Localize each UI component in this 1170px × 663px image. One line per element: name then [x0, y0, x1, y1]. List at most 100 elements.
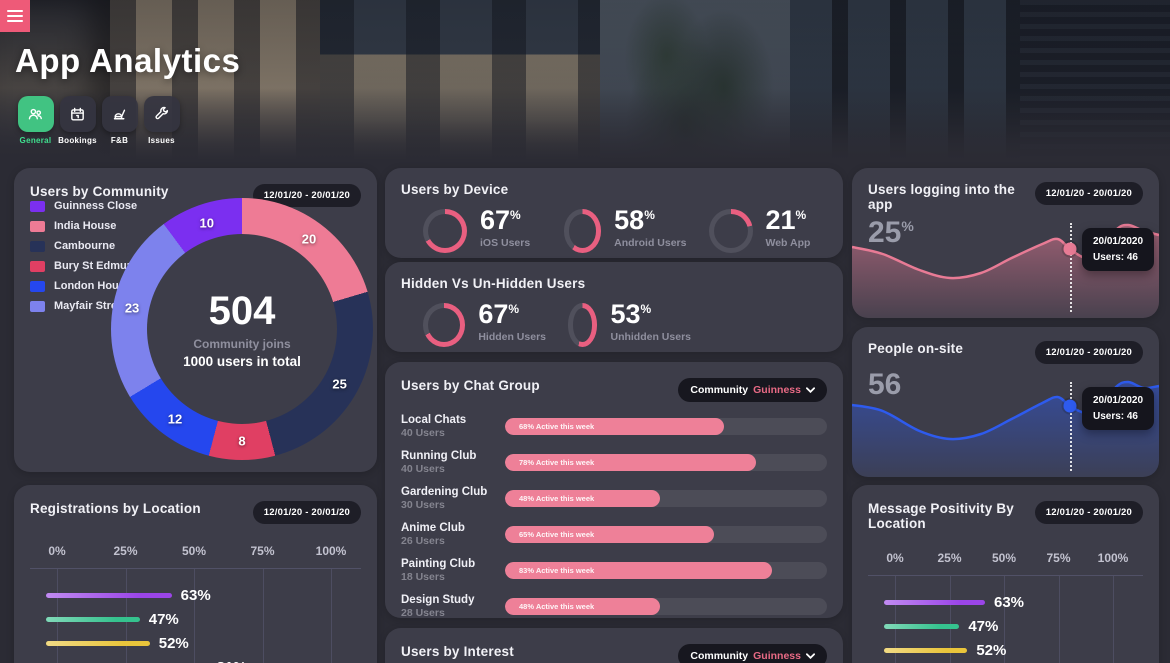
chat-group-row: Anime Club 26 Users 65% Active this week — [401, 522, 827, 547]
users-by-community-card: Users by Community 12/01/20 - 20/01/20 G… — [14, 168, 377, 472]
activity-bar-track: 78% Active this week — [505, 454, 827, 471]
page-title: App Analytics — [15, 42, 241, 79]
nav-bookings[interactable]: Bookings — [58, 96, 97, 145]
wrench-icon — [143, 96, 180, 132]
nav-bookings-label: Bookings — [58, 136, 97, 145]
onsite-line-chart — [852, 377, 1159, 477]
hero-fade-overlay — [0, 0, 1170, 160]
users-group-icon — [17, 96, 54, 132]
bar — [884, 624, 960, 629]
dashboard-grid: Users by Community 12/01/20 - 20/01/20 G… — [0, 160, 1170, 663]
data-point-dot — [1063, 242, 1077, 256]
data-point-dot — [1063, 399, 1077, 413]
activity-bar-track: 68% Active this week — [505, 418, 827, 435]
donut-subtext: 1000 users in total — [183, 354, 301, 369]
activity-bar: 78% Active this week — [505, 454, 757, 471]
people-on-site-card: People on-site 12/01/20 - 20/01/20 56 — [852, 327, 1159, 477]
gauge-webapp: 21% Web App — [708, 207, 828, 253]
food-icon — [101, 96, 138, 132]
card-title: Message Positivity By Location — [868, 501, 1015, 531]
bar — [46, 593, 172, 598]
registrations-by-location-card: Registrations by Location 12/01/20 - 20/… — [14, 485, 377, 663]
community-filter-dropdown[interactable]: Community Guinness — [678, 378, 827, 402]
users-logging-in-card: Users logging into the app 12/01/20 - 20… — [852, 168, 1159, 318]
gauge-ring — [708, 209, 753, 253]
legend-item: India House — [30, 220, 146, 232]
legend-swatch — [30, 300, 45, 312]
donut-segment-value: 8 — [238, 433, 246, 449]
middle-column: Users by Device 67% iOS Users 58% Android … — [385, 168, 843, 663]
chat-group-row: Local Chats 40 Users 68% Active this week — [401, 414, 827, 439]
hidden-users-card: Hidden Vs Un-Hidden Users 67% Hidden User… — [385, 262, 843, 352]
gauge-ios: 67% iOS Users — [423, 207, 542, 253]
donut-total: 504 — [208, 289, 276, 333]
legend-item: Bury St Edmunds — [30, 260, 146, 272]
activity-bar: 48% Active this week — [505, 598, 660, 615]
legend-item: Guinness Close — [30, 200, 146, 212]
users-by-chat-group-card: Users by Chat Group Community Guinness L… — [385, 362, 843, 655]
gauge-ring — [568, 303, 598, 347]
headline-value: 56 — [868, 368, 902, 401]
community-donut-chart: 504 Community joins 1000 users in total … — [111, 198, 373, 460]
donut-segment-value: 25 — [332, 376, 347, 392]
bar — [884, 600, 985, 605]
login-line-chart — [852, 218, 1159, 318]
legend-item: Mayfair Street — [30, 300, 146, 312]
card-title: People on-site — [868, 341, 964, 356]
activity-bar-track: 65% Active this week — [505, 526, 827, 543]
left-column: Users by Community 12/01/20 - 20/01/20 G… — [14, 168, 377, 663]
date-range-badge: 12/01/20 - 20/01/20 — [1034, 182, 1143, 205]
activity-bar-track: 83% Active this week — [505, 562, 827, 579]
card-title: Users by Community — [30, 184, 169, 199]
gauge-ring — [423, 303, 466, 347]
positivity-bar-chart: 0% 25% 50% 75% 100% 63% 47% 52% — [868, 551, 1143, 663]
community-filter-dropdown[interactable]: Community Guinness — [678, 644, 827, 663]
chat-group-row: Design Study 28 Users 48% Active this week — [401, 594, 827, 619]
x-axis-ticks: 0% 25% 50% 75% 100% — [886, 551, 1129, 565]
users-by-interest-card: Users by Interest Community Guinness — [385, 628, 843, 663]
nav-general[interactable]: General — [16, 96, 55, 145]
gauge-ring — [423, 209, 467, 253]
activity-bar-track: 48% Active this week — [505, 598, 827, 615]
gauge-android: 58% Android Users — [563, 207, 687, 253]
users-by-device-card: Users by Device 67% iOS Users 58% Android … — [385, 168, 843, 258]
x-axis-ticks: 0% 25% 50% 75% 100% — [48, 544, 347, 558]
activity-bar-track: 48% Active this week — [505, 490, 827, 507]
date-range-badge: 12/01/20 - 20/01/20 — [252, 184, 361, 207]
date-range-badge: 12/01/20 - 20/01/20 — [252, 501, 361, 524]
card-title: Registrations by Location — [30, 501, 201, 516]
chat-group-row: Painting Club 18 Users 83% Active this wee… — [401, 558, 827, 583]
nav-issues[interactable]: Issues — [142, 96, 181, 145]
card-title: Users logging into the app — [868, 182, 1015, 212]
menu-button[interactable] — [0, 0, 30, 32]
donut-caption: Community joins — [193, 337, 291, 351]
bar — [884, 648, 968, 653]
date-range-badge: 12/01/20 - 20/01/20 — [1034, 501, 1143, 524]
bar — [46, 641, 150, 646]
chart-tooltip: 20/01/2020 Users: 46 — [1081, 228, 1155, 271]
date-range-badge: 12/01/20 - 20/01/20 — [1034, 341, 1143, 364]
legend-item: London House — [30, 280, 146, 292]
right-column: Users logging into the app 12/01/20 - 20… — [852, 168, 1159, 663]
calendar-icon — [59, 96, 96, 132]
nav-fb-label: F&B — [110, 136, 129, 145]
legend-swatch — [30, 280, 45, 292]
chevron-down-icon — [806, 387, 815, 393]
gauge-ring — [563, 209, 602, 253]
nav-fb[interactable]: F&B — [100, 96, 139, 145]
nav-issues-label: Issues — [148, 136, 175, 145]
chat-group-row: Gardening Club 30 Users 48% Active this we… — [401, 486, 827, 511]
donut-center: 504 Community joins 1000 users in total — [147, 234, 337, 424]
legend-swatch — [30, 200, 45, 212]
legend-swatch — [30, 260, 45, 272]
donut-segment-value: 12 — [167, 411, 183, 427]
message-positivity-card: Message Positivity By Location 12/01/20 … — [852, 485, 1159, 663]
donut-segment-value: 23 — [124, 300, 140, 316]
nav-general-label: General — [19, 136, 52, 145]
legend-item: Cambourne — [30, 240, 146, 252]
card-title: Hidden Vs Un-Hidden Users — [401, 276, 586, 291]
chevron-down-icon — [806, 653, 815, 659]
gridlines — [895, 576, 1114, 663]
activity-bar: 65% Active this week — [505, 526, 715, 543]
